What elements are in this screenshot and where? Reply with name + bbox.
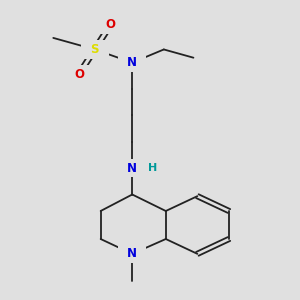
FancyBboxPatch shape [118,245,146,263]
Text: N: N [127,247,137,260]
FancyBboxPatch shape [65,65,93,83]
Text: O: O [106,18,116,31]
Text: S: S [91,43,99,56]
FancyBboxPatch shape [118,159,166,177]
Text: O: O [74,68,84,81]
FancyBboxPatch shape [97,16,124,34]
FancyBboxPatch shape [81,40,109,58]
Text: N: N [127,162,137,175]
Text: H: H [148,163,158,173]
FancyBboxPatch shape [118,54,146,72]
Text: N: N [127,56,137,69]
